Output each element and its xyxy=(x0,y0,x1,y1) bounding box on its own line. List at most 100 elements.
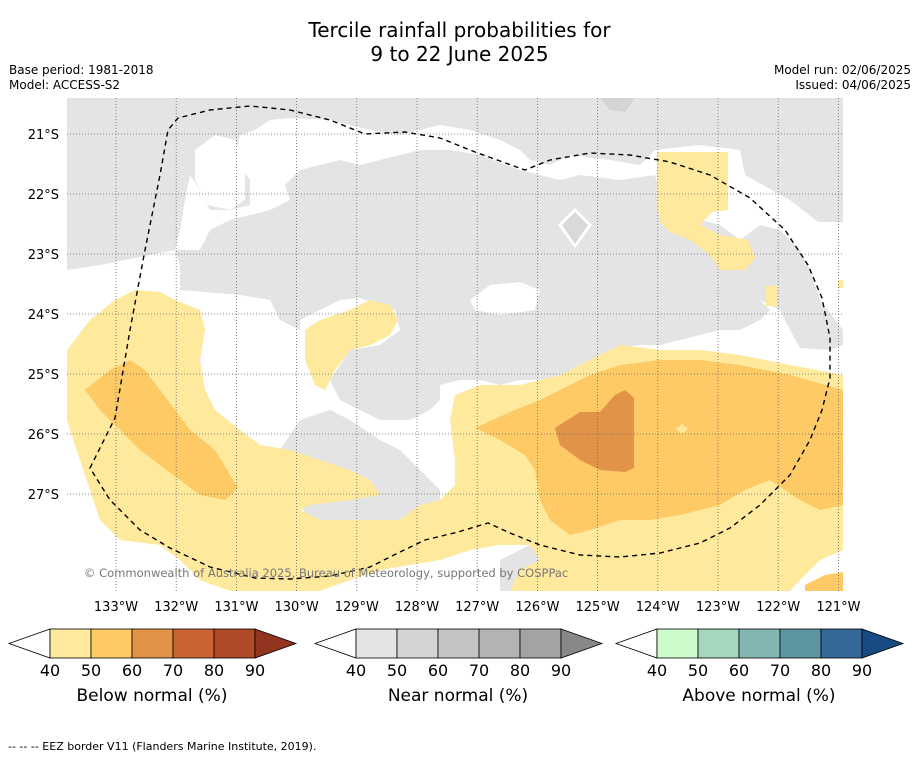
colorbar-tick-label: 80 xyxy=(510,661,530,680)
colorbar-tick-label: 70 xyxy=(469,661,489,680)
colorbar-segment xyxy=(396,628,439,659)
colorbar-segment xyxy=(519,628,562,659)
colorbar-tick-label: 60 xyxy=(729,661,749,680)
below-50-spot xyxy=(676,424,688,434)
colorbar-tick-label: 40 xyxy=(346,661,366,680)
near-40-top-blob xyxy=(600,98,635,112)
colorbar-tick-label: 60 xyxy=(428,661,448,680)
near-40-white-hole xyxy=(195,135,245,210)
map-plot-area: © Commonwealth of Australia 2025, Bureau… xyxy=(67,98,843,591)
near-40-centre xyxy=(67,150,843,350)
colorbar-segment xyxy=(697,628,740,659)
map-title: Tercile rainfall probabilities for 9 to … xyxy=(0,18,919,66)
longitude-label: 128°W xyxy=(395,600,439,615)
latitude-label: 23°S xyxy=(28,248,59,263)
below-40-speck xyxy=(766,286,777,306)
copyright-notice: © Commonwealth of Australia 2025, Bureau… xyxy=(84,566,568,580)
latitude-label: 21°S xyxy=(28,128,59,143)
latitude-label: 26°S xyxy=(28,428,59,443)
colorbar-segment xyxy=(355,628,398,659)
colorbar-2: 40 50 60 70 80 90 xyxy=(313,628,604,680)
colorbar-over-arrow xyxy=(861,628,905,659)
colorbar-1: 40 50 60 70 80 90 xyxy=(7,628,298,680)
colorbar-tick-label: 60 xyxy=(122,661,142,680)
colorbar-3: 40 50 60 70 80 90 xyxy=(614,628,905,680)
meta-left: Base period: 1981-2018 Model: ACCESS-S2 xyxy=(9,63,154,93)
colorbar-under-arrow xyxy=(7,628,51,659)
colorbar-segment xyxy=(820,628,863,659)
longitude-label: 127°W xyxy=(455,600,499,615)
colorbar-tick-label: 40 xyxy=(647,661,667,680)
colorbar-under-arrow xyxy=(313,628,357,659)
latitude-labels: 21°S 22°S 23°S 24°S 25°S 26°S 27°S xyxy=(28,128,59,503)
model-run: Model run: 02/06/2025 xyxy=(773,63,911,77)
model-name: Model: ACCESS-S2 xyxy=(9,78,121,92)
below-normal-region xyxy=(67,152,843,591)
colorbar-segment xyxy=(437,628,480,659)
colorbar-segment xyxy=(172,628,215,659)
longitude-label: 133°W xyxy=(94,600,138,615)
colorbar-tick-label: 40 xyxy=(40,661,60,680)
colorbar-segment xyxy=(131,628,174,659)
below-40-northeast xyxy=(657,152,755,270)
colorbar-tick-label: 90 xyxy=(852,661,872,680)
below-60 xyxy=(555,390,634,472)
issued-date: Issued: 04/06/2025 xyxy=(795,78,911,92)
near-normal-region xyxy=(67,98,843,591)
below-50-west xyxy=(85,360,238,500)
colorbar-tick-label: 70 xyxy=(163,661,183,680)
longitude-label: 122°W xyxy=(756,600,800,615)
colorbar-tick-label: 80 xyxy=(204,661,224,680)
latitude-label: 27°S xyxy=(28,488,59,503)
near-normal-label: Near normal (%) xyxy=(387,686,529,706)
colorbar-tick-label: 70 xyxy=(770,661,790,680)
longitude-label: 125°W xyxy=(576,600,620,615)
latitude-label: 22°S xyxy=(28,188,59,203)
colorbar-segment xyxy=(779,628,822,659)
colorbar-over-arrow xyxy=(254,628,298,659)
colorbar-segment xyxy=(213,628,256,659)
base-period: Base period: 1981-2018 xyxy=(9,63,154,77)
title-line-2: 9 to 22 June 2025 xyxy=(370,42,549,66)
longitude-label: 131°W xyxy=(214,600,258,615)
meta-right: Model run: 02/06/2025 Issued: 04/06/2025 xyxy=(774,63,911,93)
colorbars: 40 50 60 70 80 90 40 50 60 70 80 90 40 50 60 70 80 90 xyxy=(7,628,905,680)
above-normal-label: Above normal (%) xyxy=(682,686,836,706)
near-40-small-blob xyxy=(470,282,540,315)
below-normal-label: Below normal (%) xyxy=(76,686,228,706)
longitude-label: 121°W xyxy=(816,600,860,615)
colorbar-over-arrow xyxy=(560,628,604,659)
longitude-label: 123°W xyxy=(696,600,740,615)
near-40-diamond-fill xyxy=(562,212,588,244)
colorbar-segment xyxy=(478,628,521,659)
eez-border xyxy=(89,105,831,580)
gridlines xyxy=(67,98,843,591)
colorbar-segment xyxy=(90,628,133,659)
latitude-label: 25°S xyxy=(28,368,59,383)
colorbar-segment xyxy=(656,628,699,659)
below-40-island xyxy=(305,300,398,390)
colorbar-tick-label: 50 xyxy=(81,661,101,680)
longitude-labels: 133°W 132°W 131°W 130°W 129°W 128°W 127°W 126°W… xyxy=(94,600,861,615)
longitude-label: 132°W xyxy=(154,600,198,615)
colorbar-under-arrow xyxy=(614,628,658,659)
title-line-1: Tercile rainfall probabilities for xyxy=(308,18,611,42)
below-50-east xyxy=(475,360,843,535)
below-50-sw-corner xyxy=(805,572,843,591)
colorbar-tick-label: 80 xyxy=(811,661,831,680)
colorbar-segment xyxy=(738,628,781,659)
latitude-label: 24°S xyxy=(28,308,59,323)
colorbar-tick-label: 50 xyxy=(387,661,407,680)
colorbar-tick-label: 90 xyxy=(245,661,265,680)
longitude-label: 126°W xyxy=(515,600,559,615)
eez-footer-note: -- -- -- EEZ border V11 (Flanders Marine… xyxy=(8,740,317,753)
colorbar-tick-label: 90 xyxy=(551,661,571,680)
longitude-label: 129°W xyxy=(335,600,379,615)
longitude-label: 124°W xyxy=(636,600,680,615)
below-40-speck-2 xyxy=(838,280,843,288)
colorbar-segment xyxy=(49,628,92,659)
near-40-north xyxy=(67,98,843,270)
longitude-label: 130°W xyxy=(275,600,319,615)
colorbar-tick-label: 50 xyxy=(688,661,708,680)
